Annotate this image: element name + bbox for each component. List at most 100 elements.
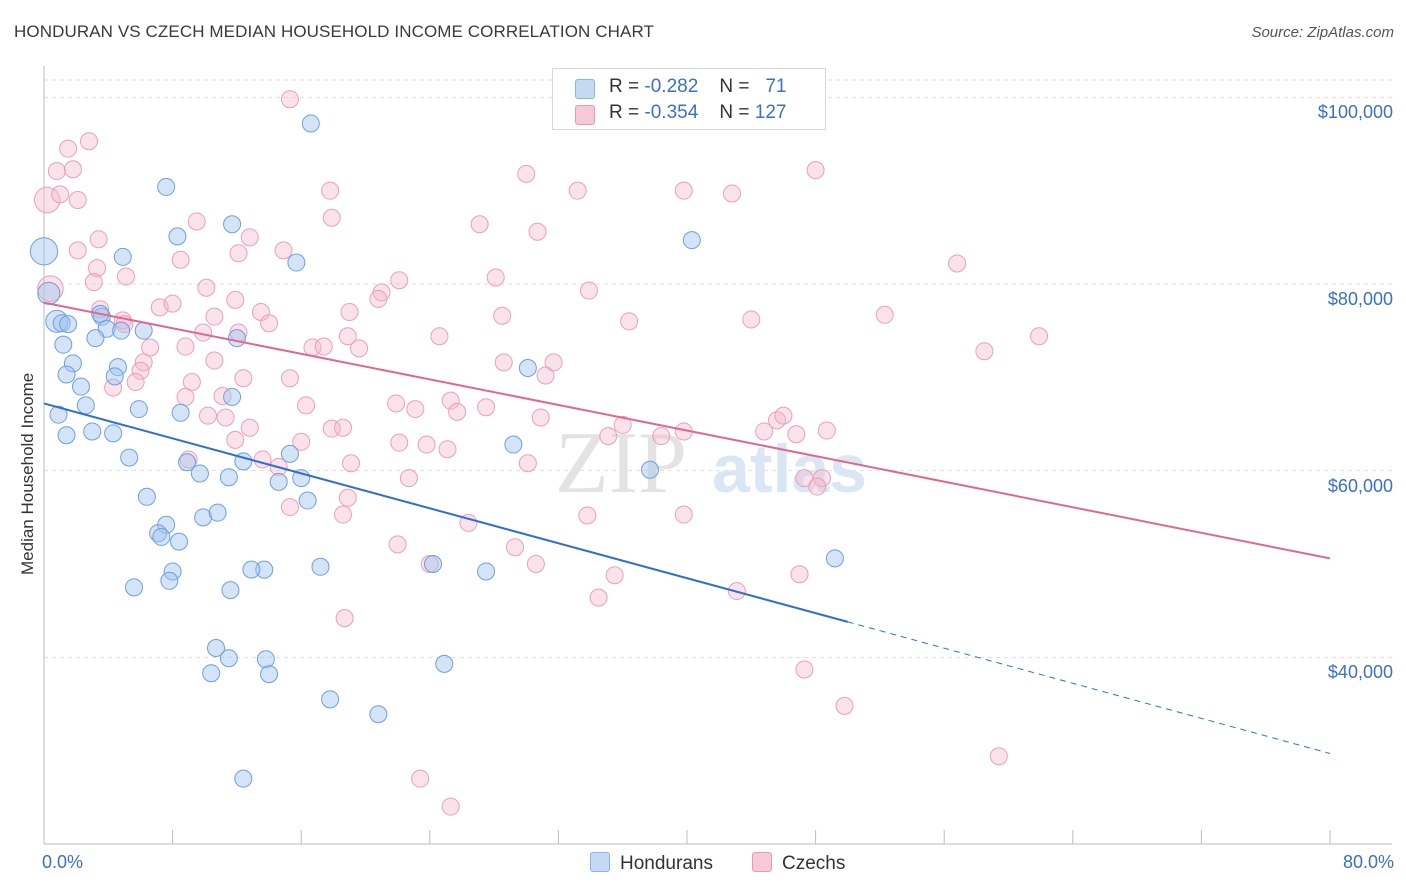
- czech-point: [505, 538, 524, 557]
- honduran-point: [112, 321, 131, 340]
- honduran-point: [477, 562, 496, 581]
- czech-point: [493, 306, 512, 325]
- czech-point: [280, 90, 299, 109]
- honduran-point: [129, 400, 148, 419]
- czech-point: [84, 273, 103, 292]
- czech-point: [742, 310, 761, 329]
- honduran-point: [104, 424, 123, 443]
- czech-point: [536, 366, 555, 385]
- czech-point: [322, 208, 341, 227]
- trend-lines: [43, 301, 1331, 754]
- y-tick-label: $100,000: [1317, 102, 1393, 123]
- honduran-point: [45, 309, 69, 333]
- honduran-point: [301, 114, 320, 133]
- honduran-point: [113, 247, 132, 266]
- czech-point: [80, 132, 99, 151]
- hondurans-trend-extension: [847, 621, 1331, 754]
- czech-point: [33, 186, 61, 214]
- czech-point: [652, 427, 671, 446]
- czech-point: [518, 454, 537, 473]
- legend-swatch-hondurans: [575, 79, 595, 99]
- czech-point: [333, 418, 352, 437]
- czech-point: [369, 289, 388, 308]
- honduran-point: [160, 571, 179, 590]
- czech-point: [297, 396, 316, 415]
- czech-point: [448, 402, 467, 421]
- honduran-point: [157, 177, 176, 196]
- czech-point: [321, 181, 340, 200]
- czech-point: [333, 505, 352, 524]
- czech-point: [342, 454, 361, 473]
- honduran-point: [86, 329, 105, 348]
- series-swatch-czechs: [752, 852, 772, 872]
- czech-point: [229, 244, 248, 263]
- legend-r-label: R =: [609, 102, 640, 123]
- czech-point: [338, 327, 357, 346]
- czech-point: [205, 351, 224, 370]
- honduran-point: [190, 464, 209, 483]
- czech-point: [470, 215, 489, 234]
- honduran-point: [311, 557, 330, 576]
- honduran-point: [269, 472, 288, 491]
- czech-point: [477, 398, 496, 417]
- honduran-point: [168, 227, 187, 246]
- czech-point: [517, 164, 536, 183]
- czech-point: [116, 267, 135, 286]
- czech-point: [314, 337, 333, 356]
- czech-point: [176, 337, 195, 356]
- honduran-point: [134, 321, 153, 340]
- honduran-point: [424, 555, 443, 573]
- czech-point: [808, 477, 827, 496]
- czech-point: [486, 268, 505, 287]
- legend-r-value-czechs: -0.354: [644, 102, 699, 123]
- honduran-point: [207, 639, 226, 657]
- czech-point: [387, 394, 406, 413]
- czech-point: [1030, 327, 1049, 346]
- czech-point: [459, 513, 478, 532]
- czech-point: [88, 259, 107, 278]
- honduran-point: [260, 665, 279, 684]
- honduran-point: [52, 314, 71, 333]
- series-legend-czechs: Czechs: [752, 852, 845, 875]
- czech-point: [528, 222, 547, 241]
- honduran-point: [57, 426, 76, 445]
- czech-point: [260, 314, 279, 333]
- honduran-point: [49, 405, 68, 424]
- czech-point: [795, 660, 814, 679]
- legend-n-value-czechs: 127: [754, 102, 787, 123]
- axes: [43, 66, 1392, 845]
- honduran-point: [108, 358, 127, 377]
- honduran-point: [137, 487, 156, 506]
- czech-point: [578, 506, 597, 525]
- czech-point: [280, 498, 299, 517]
- honduran-point: [221, 581, 240, 600]
- czech-point: [399, 469, 418, 488]
- czech-point: [390, 433, 409, 452]
- honduran-point: [219, 468, 238, 487]
- honduran-point: [178, 453, 197, 472]
- honduran-point: [163, 562, 182, 581]
- czech-point: [104, 378, 123, 397]
- series-swatch-hondurans: [590, 852, 610, 872]
- czech-point: [226, 290, 245, 309]
- czech-point: [176, 387, 195, 406]
- chart-title: HONDURAN VS CZECH MEDIAN HOUSEHOLD INCOM…: [14, 22, 654, 41]
- czech-point: [411, 769, 430, 788]
- honduran-point: [202, 664, 221, 683]
- czech-point: [613, 415, 632, 434]
- czech-point: [59, 139, 78, 158]
- series-legend-hondurans: Hondurans: [590, 852, 713, 875]
- honduran-point: [152, 527, 171, 546]
- hondurans-points: [29, 114, 844, 788]
- honduran-point: [171, 403, 190, 422]
- czech-point: [723, 184, 742, 203]
- czech-point: [813, 469, 832, 488]
- czech-point: [768, 411, 787, 430]
- czech-point: [526, 555, 545, 573]
- y-tick-label: $60,000: [1327, 475, 1393, 496]
- czech-point: [89, 230, 108, 249]
- czech-point: [141, 338, 160, 357]
- x-tick-label-max: 80.0%: [1342, 852, 1394, 872]
- czech-point: [163, 294, 182, 313]
- x-tick-label-min: 0.0%: [42, 852, 84, 872]
